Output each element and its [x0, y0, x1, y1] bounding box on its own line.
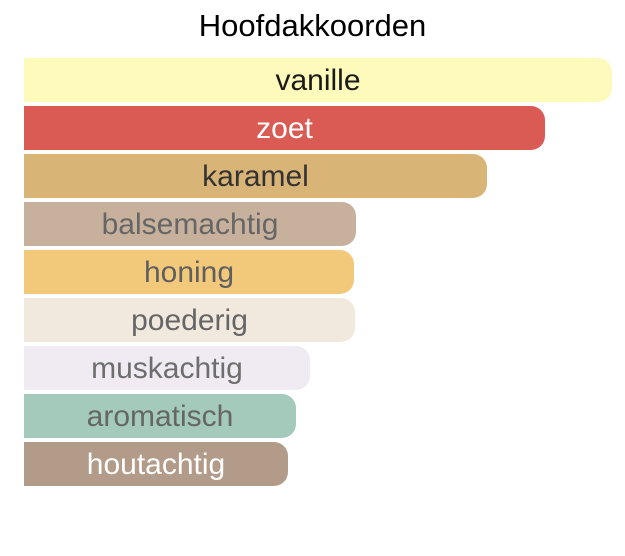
accord-bar: aromatisch — [24, 394, 296, 438]
accord-label: balsemachtig — [101, 208, 279, 242]
accord-bar: muskachtig — [24, 346, 310, 390]
accord-bar: karamel — [24, 154, 487, 198]
accords-chart: vanille zoet karamel balsemachtig honing poed… — [0, 58, 625, 486]
accord-label: houtachtig — [86, 448, 226, 482]
accord-bar: vanille — [24, 58, 612, 102]
accord-label: muskachtig — [91, 352, 243, 386]
accord-bar: balsemachtig — [24, 202, 356, 246]
accord-label: aromatisch — [86, 400, 234, 434]
accord-label: zoet — [256, 112, 313, 146]
accord-bar: poederig — [24, 298, 355, 342]
accord-label: vanille — [275, 64, 361, 98]
accord-label: karamel — [202, 160, 309, 194]
chart-title: Hoofdakkoorden — [198, 8, 427, 43]
accord-label: poederig — [131, 304, 248, 338]
accord-bar: zoet — [24, 106, 545, 150]
accord-bar: honing — [24, 250, 354, 294]
accord-label: honing — [143, 256, 235, 290]
accord-bar: houtachtig — [24, 442, 288, 486]
